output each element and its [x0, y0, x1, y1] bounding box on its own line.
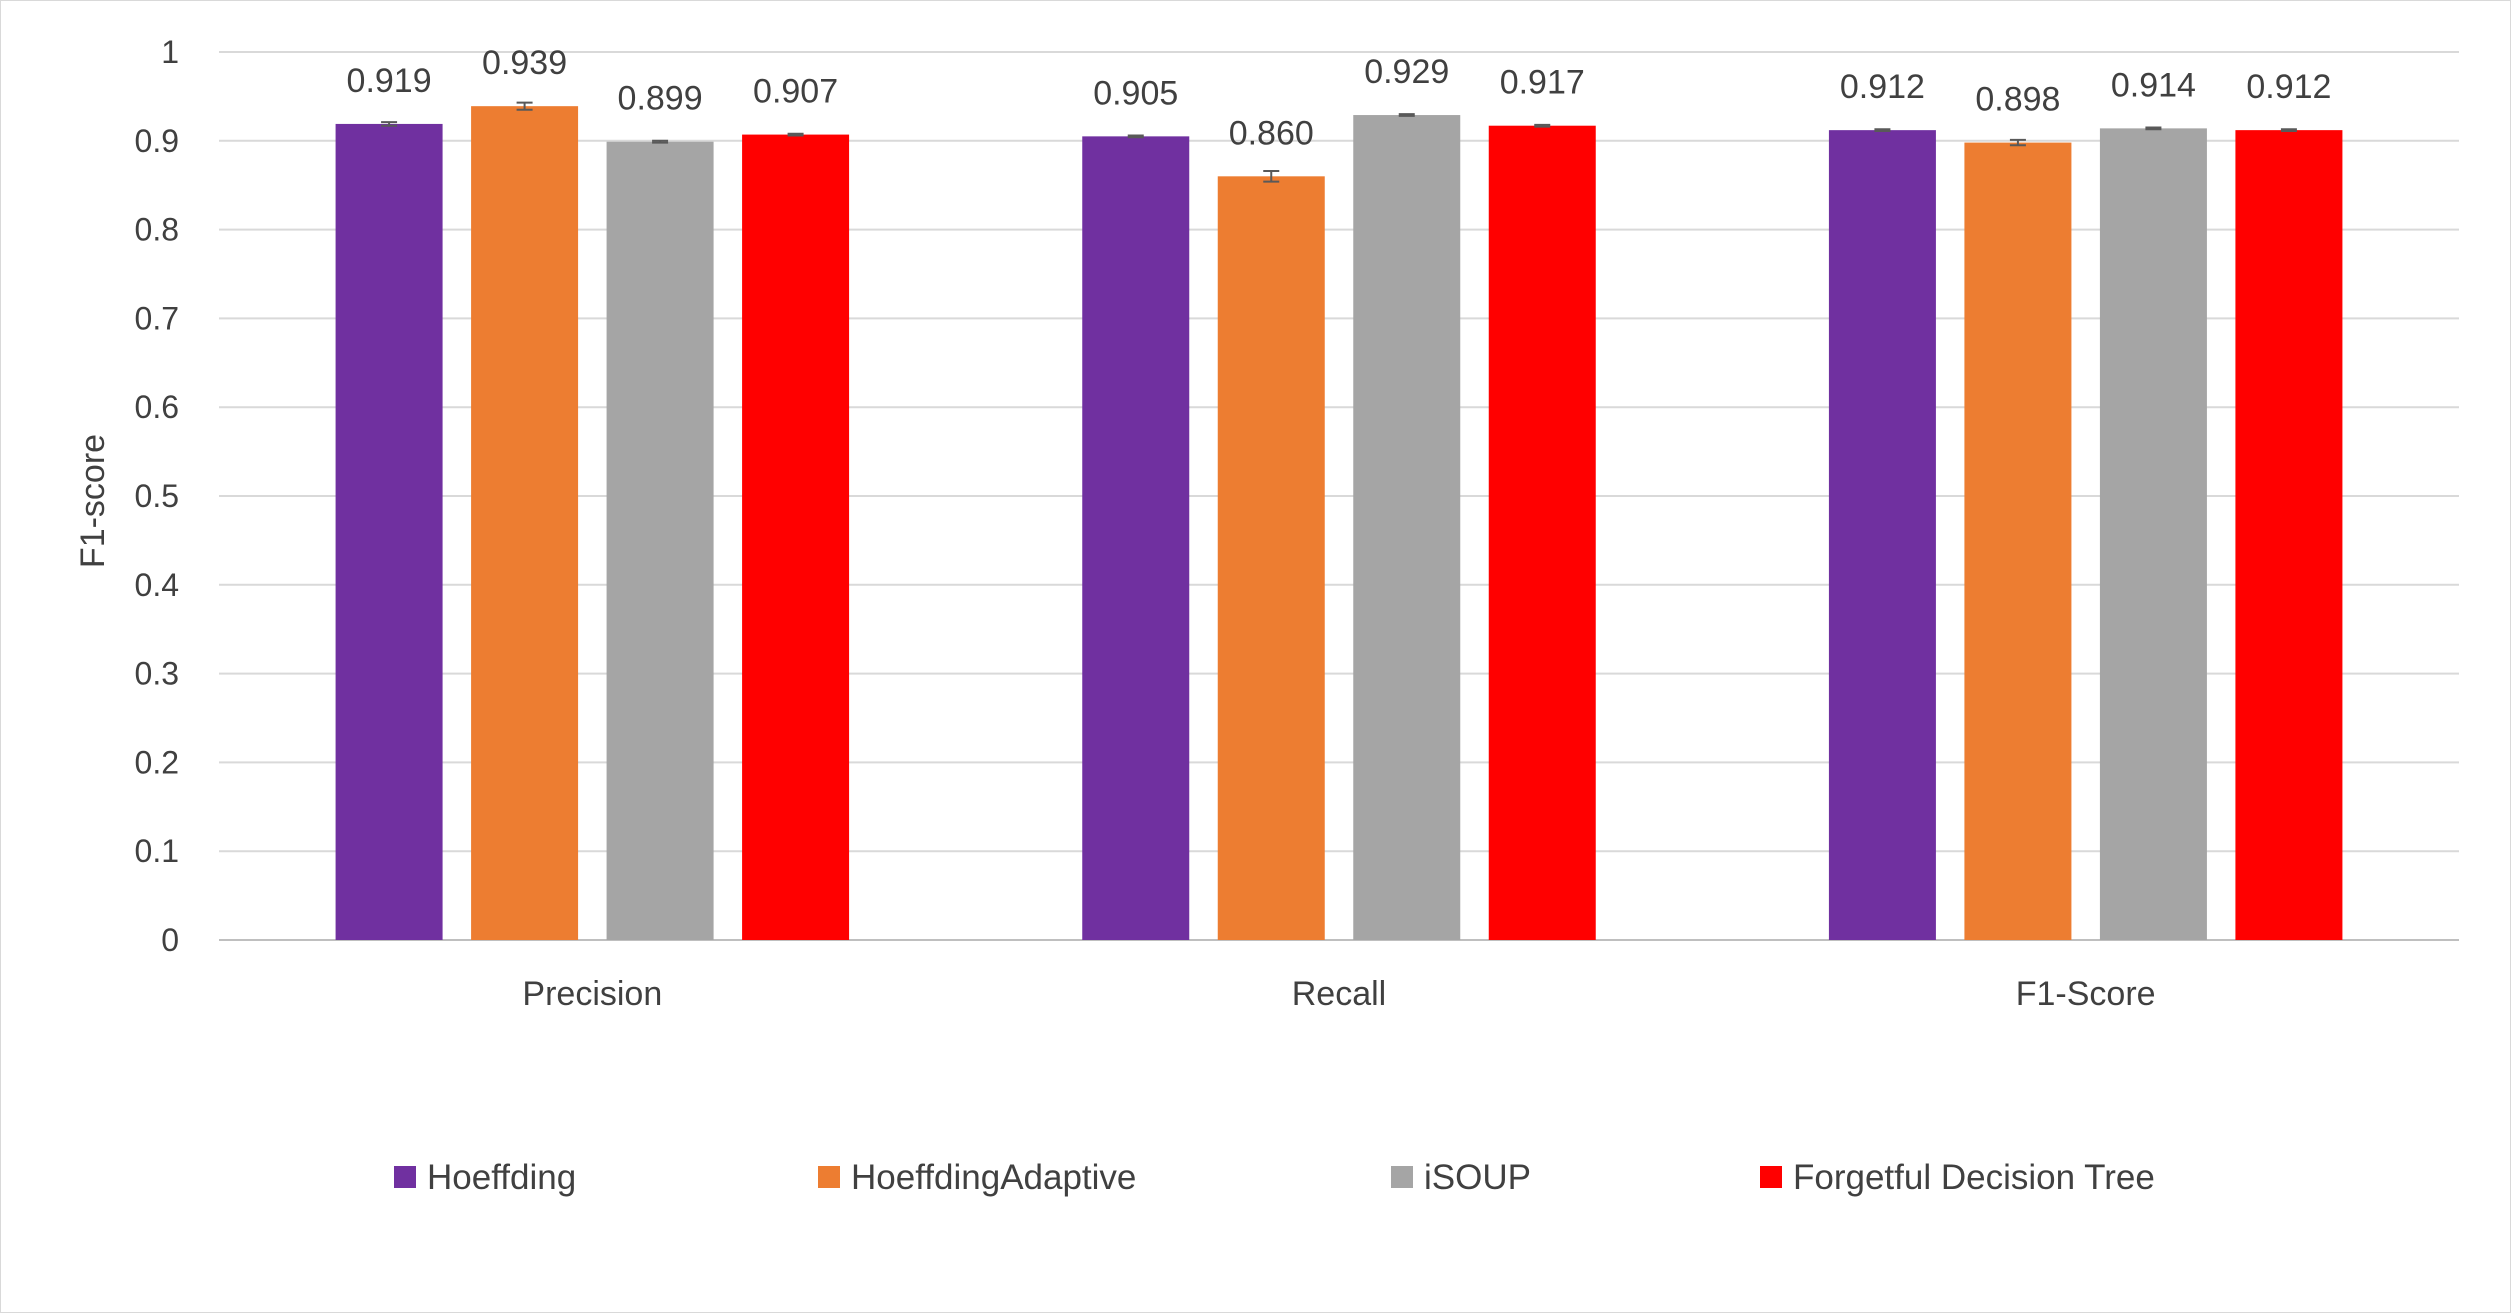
error-bar — [1874, 128, 1891, 133]
data-label: 0.919 — [347, 62, 432, 100]
bar — [1964, 142, 2072, 941]
bar — [1353, 115, 1461, 941]
legend-label: Forgetful Decision Tree — [1793, 1158, 2155, 1197]
error-bar — [516, 101, 533, 111]
legend-swatch — [1391, 1166, 1413, 1188]
y-tick-label: 0.1 — [135, 833, 179, 869]
legend-swatch — [394, 1166, 416, 1188]
legend-item: HoeffdingAdaptive — [818, 1158, 1136, 1197]
legend-item: Hoeffding — [394, 1158, 576, 1197]
y-tick-label: 0.2 — [135, 744, 179, 780]
y-axis-title: F1-score — [74, 434, 112, 568]
y-tick-label: 0.9 — [135, 123, 179, 159]
y-tick-label: 0.6 — [135, 389, 179, 425]
y-tick-label: 0.3 — [135, 656, 179, 692]
data-label: 0.907 — [753, 73, 838, 111]
error-bar — [787, 132, 804, 137]
legend-label: HoeffdingAdaptive — [851, 1158, 1136, 1197]
x-tick-label: Recall — [1292, 975, 1386, 1013]
bar — [471, 106, 579, 941]
bar — [742, 134, 850, 941]
legend-item: Forgetful Decision Tree — [1760, 1158, 2155, 1197]
bar — [1082, 136, 1190, 941]
data-label: 0.914 — [2111, 66, 2196, 104]
error-bar — [2009, 138, 2026, 147]
error-bar — [1263, 169, 1280, 183]
data-label: 0.898 — [1975, 81, 2060, 119]
data-label: 0.860 — [1229, 114, 1314, 152]
bar — [335, 123, 443, 941]
gridlines — [219, 51, 2459, 941]
data-label: 0.912 — [1840, 68, 1925, 106]
y-tick-label: 1 — [161, 34, 179, 70]
x-tick-label: F1-Score — [2016, 975, 2156, 1013]
error-bar — [381, 121, 398, 127]
data-label: 0.905 — [1093, 74, 1178, 112]
data-label: 0.912 — [2246, 68, 2331, 106]
data-label: 0.917 — [1500, 64, 1585, 102]
y-tick-label: 0.5 — [135, 478, 179, 514]
data-label: 0.929 — [1364, 53, 1449, 91]
bars — [335, 106, 2343, 941]
error-bar — [1534, 123, 1551, 128]
error-bar — [1398, 113, 1415, 117]
bar — [1828, 130, 1936, 941]
x-tick-label: Precision — [522, 975, 662, 1013]
data-labels: 0.919 0.939 0.899 0.907 0.905 0.860 0.929 0.917… — [347, 44, 2332, 152]
bar — [2099, 128, 2207, 941]
legend: Hoeffding HoeffdingAdaptive iSOUP Forgetful… — [394, 1158, 2155, 1197]
error-bar — [2280, 128, 2297, 133]
data-label: 0.899 — [618, 80, 703, 118]
legend-label: Hoeffding — [427, 1158, 576, 1197]
bar — [1217, 176, 1325, 940]
error-bar — [652, 139, 669, 144]
error-bars — [381, 101, 2297, 183]
legend-label: iSOUP — [1424, 1158, 1531, 1197]
bar — [1488, 125, 1596, 941]
y-axis-ticks: 0 0.1 0.2 0.3 0.4 0.5 0.6 0.7 0.8 0.9 1 — [135, 34, 179, 958]
error-bar — [2145, 126, 2162, 131]
error-bar — [1127, 134, 1144, 139]
legend-item: iSOUP — [1391, 1158, 1531, 1197]
y-tick-label: 0.8 — [135, 212, 179, 248]
bar — [2235, 130, 2343, 941]
legend-swatch — [1760, 1166, 1782, 1188]
bar — [606, 141, 714, 941]
legend-swatch — [818, 1166, 840, 1188]
y-tick-label: 0.7 — [135, 300, 179, 336]
y-tick-label: 0.4 — [135, 567, 179, 603]
y-tick-label: 0 — [161, 922, 179, 958]
x-axis-categories: Precision Recall F1-Score — [522, 975, 2155, 1013]
data-label: 0.939 — [482, 44, 567, 82]
